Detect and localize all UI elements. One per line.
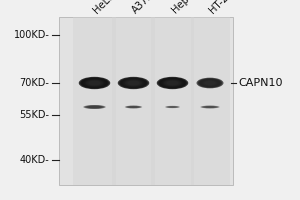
Ellipse shape [128,106,139,108]
Ellipse shape [123,79,144,87]
Ellipse shape [88,106,101,108]
Ellipse shape [200,79,220,87]
Ellipse shape [84,105,105,109]
Ellipse shape [121,78,146,88]
Ellipse shape [160,78,185,88]
Ellipse shape [89,81,100,85]
Ellipse shape [84,79,105,87]
Ellipse shape [198,78,222,88]
Ellipse shape [126,106,141,108]
Ellipse shape [122,78,145,88]
Ellipse shape [167,81,178,85]
Ellipse shape [199,79,221,87]
Text: HepG2: HepG2 [169,0,201,15]
Ellipse shape [83,105,106,109]
Bar [112,17,155,185]
Ellipse shape [89,106,100,108]
Text: A375: A375 [130,0,156,15]
Ellipse shape [86,106,103,108]
Ellipse shape [201,80,219,86]
Ellipse shape [83,78,106,88]
Ellipse shape [87,80,102,86]
Ellipse shape [127,106,140,108]
Ellipse shape [206,106,214,108]
Ellipse shape [125,80,142,86]
Ellipse shape [87,106,102,108]
Ellipse shape [169,106,176,108]
Ellipse shape [129,106,138,108]
Text: CAPN10: CAPN10 [238,78,283,88]
Ellipse shape [165,106,180,108]
Ellipse shape [119,77,148,89]
Ellipse shape [166,106,179,108]
Ellipse shape [126,106,141,108]
Ellipse shape [125,106,142,108]
Text: HT-29: HT-29 [207,0,235,15]
Ellipse shape [80,77,109,89]
Ellipse shape [168,106,177,108]
Ellipse shape [158,77,187,89]
Ellipse shape [85,105,104,109]
Ellipse shape [200,106,220,108]
Ellipse shape [203,106,217,108]
Ellipse shape [90,106,99,108]
Ellipse shape [79,77,110,89]
Ellipse shape [165,80,180,86]
Ellipse shape [157,77,188,89]
Ellipse shape [86,80,103,86]
Ellipse shape [204,106,216,108]
Ellipse shape [202,80,217,86]
Ellipse shape [161,78,184,88]
Ellipse shape [196,78,224,88]
Ellipse shape [202,106,218,108]
Ellipse shape [82,78,107,88]
Text: 70KD-: 70KD- [20,78,50,88]
Ellipse shape [201,106,219,108]
Ellipse shape [205,81,215,85]
Bar [58,17,233,185]
Ellipse shape [130,106,137,108]
Ellipse shape [206,106,214,108]
Bar [190,17,230,185]
Ellipse shape [128,81,139,85]
Ellipse shape [168,106,177,108]
Ellipse shape [126,80,141,86]
Ellipse shape [205,106,215,108]
Ellipse shape [167,106,178,108]
Ellipse shape [130,106,137,108]
Text: 100KD-: 100KD- [14,30,50,40]
Bar [151,17,194,185]
Ellipse shape [204,81,216,85]
Ellipse shape [118,77,149,89]
Text: HeLa: HeLa [92,0,116,15]
Bar [73,17,116,185]
Text: 55KD-: 55KD- [20,110,50,120]
Ellipse shape [164,80,181,86]
Text: 40KD-: 40KD- [20,155,50,165]
Ellipse shape [166,106,179,108]
Ellipse shape [162,79,183,87]
